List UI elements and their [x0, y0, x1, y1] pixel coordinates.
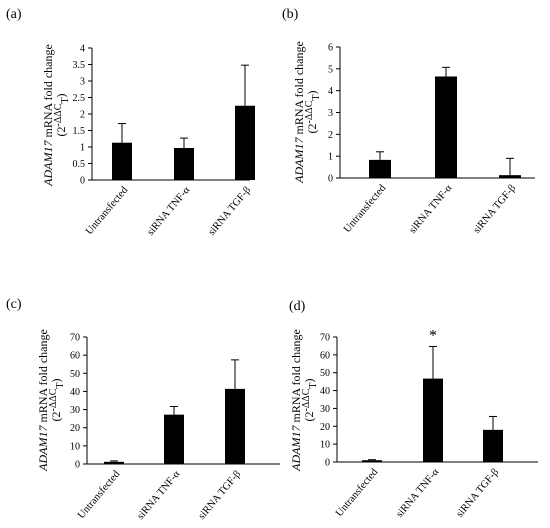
panel-c-bar	[164, 414, 184, 464]
panel-a-ytick-label: 1	[80, 143, 85, 154]
panel-a-ytick-label: 4	[80, 44, 85, 55]
panel-c-ytick-label: 20	[70, 423, 80, 434]
panel-d-ytick-label: 20	[320, 422, 330, 433]
panel-a-y-title-formula: (2-ΔΔCT)	[53, 94, 71, 137]
panel-c-category-label: siRNA TGF-β	[196, 469, 243, 522]
panel-d-bar	[423, 378, 443, 462]
panel-c-label: (c)	[6, 297, 22, 312]
panel-c-y-title: ADAM17 mRNA fold change	[36, 329, 50, 472]
panel-b-ytick-label: 4	[328, 86, 333, 97]
panel-a-bar	[235, 105, 255, 180]
panel-a: (a) 0 0.5 1 1.5 2 2.5 3 3.5 4 Untransfected siRNA T…	[6, 7, 255, 238]
panel-b-ytick-label: 1	[328, 152, 333, 163]
panel-a-category-label: Untransfected	[84, 184, 131, 237]
panel-c-ytick-label: 50	[70, 369, 80, 380]
panel-a-ytick-label: 3.5	[73, 60, 86, 71]
panel-c-bar	[104, 461, 124, 464]
panel-c-ytick-label: 40	[70, 387, 80, 398]
panel-b-bar	[435, 76, 457, 178]
panel-d-ytick-label: 70	[320, 333, 330, 344]
panel-c-category-label: siRNA TNF-α	[135, 468, 182, 521]
panel-d-bar	[483, 429, 503, 462]
panel-a-ytick-label: 2.5	[73, 93, 86, 104]
panel-c-category-label: Untransfected	[76, 468, 123, 521]
panel-c-ytick-label: 30	[70, 405, 80, 416]
panel-d-category-label: siRNA TNF-α	[394, 466, 441, 519]
panel-b-bar	[369, 159, 391, 178]
panel-c-ytick-label: 0	[75, 460, 80, 471]
panel-a-ytick-label: 2	[80, 110, 85, 121]
panel-d-category-label: Untransfected	[334, 466, 381, 519]
panel-b: (b) 0 1 2 3 4 5 6 Untransfected siRNA TNF-α siRNA …	[282, 7, 535, 236]
panel-a-label: (a)	[6, 7, 22, 22]
panel-b-bar	[499, 175, 521, 178]
panel-b-category-label: Untransfected	[342, 182, 389, 235]
panel-d: (d) 0 10 20 30 40 50 60 70 Untransfected * siRNA TN…	[289, 299, 538, 520]
panel-b-y-title-formula: (2-ΔΔCT)	[304, 91, 322, 134]
panel-a-bar	[112, 142, 132, 180]
panel-c-ytick-label: 60	[70, 351, 80, 362]
panel-a-ytick-label: 3	[80, 77, 85, 88]
panel-a-category-label: siRNA TNF-α	[145, 184, 192, 237]
panel-b-category-label: siRNA TGF-β	[471, 183, 518, 236]
panel-d-ytick-label: 0	[325, 458, 330, 469]
panel-c: (c) 0 10 20 30 40 50 60 70 Untransfected siRNA TNF…	[6, 297, 280, 522]
panel-a-bar	[174, 147, 194, 180]
panel-d-y-title: ADAM17 mRNA fold change	[289, 329, 303, 472]
panel-a-ytick-label: 0.5	[73, 159, 86, 170]
panel-b-y-title: ADAM17 mRNA fold change	[292, 41, 306, 184]
panel-d-ytick-label: 40	[320, 386, 330, 397]
panel-a-category-label: siRNA TGF-β	[206, 185, 253, 238]
panel-c-ytick-label: 70	[70, 333, 80, 344]
panel-b-ytick-label: 3	[328, 108, 333, 119]
panel-a-ytick-label: 1.5	[73, 126, 86, 137]
panel-d-ytick-label: 30	[320, 404, 330, 415]
panel-b-ytick-label: 5	[328, 64, 333, 75]
panel-d-ytick-label: 50	[320, 368, 330, 379]
panel-c-y-title-formula: (2-ΔΔCT)	[48, 379, 66, 422]
panel-b-label: (b)	[282, 7, 299, 22]
panel-a-y-title: ADAM17 mRNA fold change	[41, 44, 55, 187]
panel-d-bar	[362, 460, 382, 462]
panel-a-ytick-label: 0	[80, 176, 85, 187]
panel-d-ytick-label: 60	[320, 350, 330, 361]
panel-d-significance-mark: *	[429, 327, 437, 344]
panel-b-ytick-label: 2	[328, 130, 333, 141]
panel-b-category-label: siRNA TNF-α	[407, 182, 454, 235]
panel-d-y-title-formula: (2-ΔΔCT)	[301, 379, 319, 422]
panel-c-bar	[225, 388, 245, 464]
panel-b-ytick-label: 6	[328, 43, 333, 54]
panel-c-ytick-label: 10	[70, 441, 80, 452]
panel-d-label: (d)	[289, 299, 306, 314]
panel-d-category-label: siRNA TGF-β	[454, 467, 501, 520]
panel-b-ytick-label: 0	[328, 174, 333, 185]
panel-d-ytick-label: 10	[320, 440, 330, 451]
